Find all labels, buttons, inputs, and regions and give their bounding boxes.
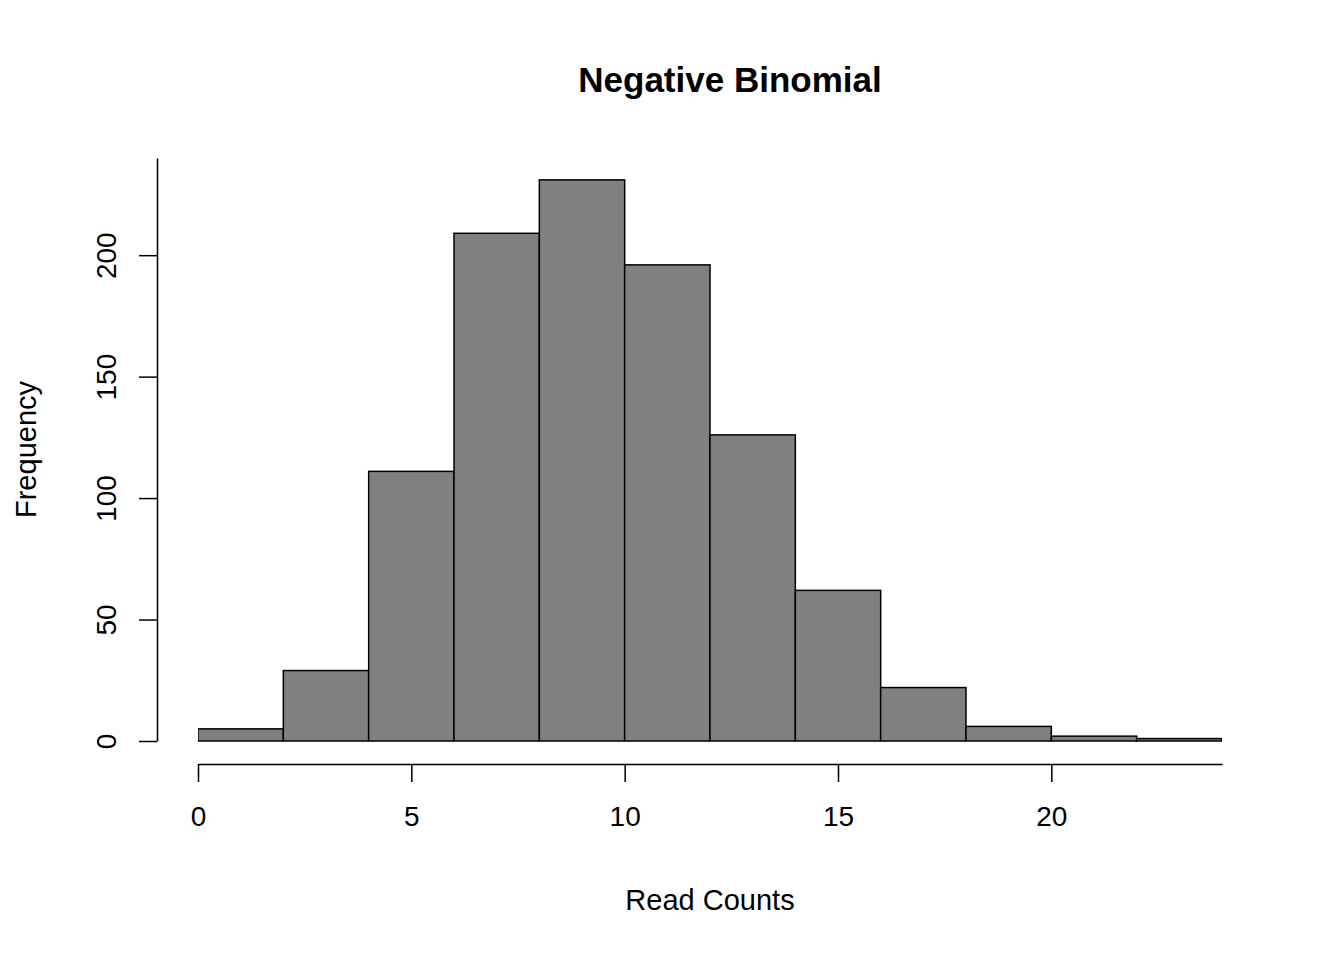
- x-axis: 0 5 10 15 20: [191, 764, 1223, 832]
- x-tick-label: 15: [823, 801, 854, 832]
- bar: [1137, 739, 1222, 741]
- bar: [881, 688, 966, 741]
- x-tick: 5: [404, 764, 420, 832]
- bar: [539, 180, 624, 741]
- bars: [198, 180, 1222, 741]
- bar: [1051, 736, 1136, 741]
- x-tick-mark: [1051, 764, 1053, 782]
- y-tick: 200: [91, 232, 157, 279]
- x-tick: 0: [191, 764, 207, 832]
- x-tick-label: 20: [1036, 801, 1067, 832]
- x-tick-mark: [838, 764, 840, 782]
- x-tick-label: 10: [610, 801, 641, 832]
- bar: [710, 435, 795, 741]
- title: Negative Binomial: [578, 60, 881, 99]
- y-tick-mark: [139, 498, 157, 500]
- y-tick: 50: [91, 604, 157, 635]
- bar: [966, 726, 1051, 741]
- bar: [454, 233, 539, 741]
- bar: [625, 265, 710, 741]
- y-tick: 0: [91, 734, 157, 750]
- x-tick-label: 5: [404, 801, 420, 832]
- bar: [283, 671, 368, 741]
- y-tick: 100: [91, 475, 157, 522]
- x-tick-mark: [411, 764, 413, 782]
- y-tick-mark: [139, 619, 157, 621]
- y-axis-title: Frequency: [10, 380, 42, 518]
- y-axis: 0 50 100 150 200: [91, 159, 157, 750]
- x-tick: 20: [1036, 764, 1067, 832]
- y-axis-line: [157, 159, 159, 742]
- y-tick-label: 50: [91, 604, 122, 635]
- x-tick-mark: [198, 764, 200, 782]
- x-tick-label: 0: [191, 801, 207, 832]
- y-tick-label: 0: [91, 734, 122, 750]
- y-tick-mark: [139, 255, 157, 257]
- y-tick-mark: [139, 376, 157, 378]
- x-axis-title: Read Counts: [625, 884, 794, 916]
- y-tick-label: 200: [91, 232, 122, 279]
- x-axis-line: [199, 764, 1223, 766]
- bar: [198, 729, 283, 741]
- bar: [795, 590, 880, 741]
- y-tick: 150: [91, 354, 157, 401]
- bar: [369, 471, 454, 741]
- y-tick-label: 150: [91, 354, 122, 401]
- x-tick: 10: [610, 764, 641, 832]
- x-tick-mark: [624, 764, 626, 782]
- y-tick-mark: [139, 741, 157, 743]
- x-tick: 15: [823, 764, 854, 832]
- chart: 05101520050100150200Negative BinomialRea…: [0, 0, 1344, 960]
- y-tick-label: 100: [91, 475, 122, 522]
